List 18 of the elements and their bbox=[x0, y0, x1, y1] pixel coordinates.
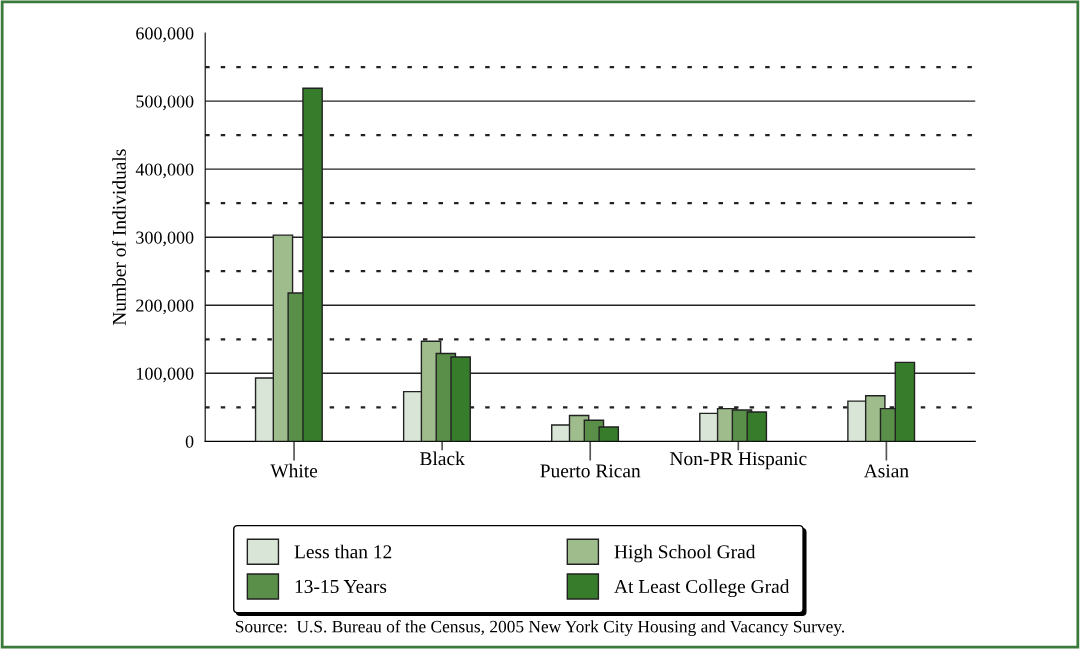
legend-label: Less than 12 bbox=[294, 544, 392, 559]
legend-label: High School Grad bbox=[614, 544, 756, 563]
legend-label: 13-15 Years bbox=[295, 579, 387, 594]
x-tick-label: White bbox=[270, 463, 318, 478]
x-tick-label: Non-PR Hispanic bbox=[670, 452, 807, 470]
y-tick-label: 0 bbox=[185, 435, 194, 448]
x-tick-label: Puerto Rican bbox=[540, 464, 641, 478]
y-tick-label: 300,000 bbox=[136, 231, 194, 247]
y-tick-label: 600,000 bbox=[136, 27, 194, 43]
y-axis-title: Number of Individuals bbox=[112, 149, 126, 326]
y-tick-label: 500,000 bbox=[136, 95, 194, 111]
y-tick-label: 200,000 bbox=[136, 299, 194, 315]
y-tick-label: 400,000 bbox=[135, 163, 194, 179]
x-tick-label: Black bbox=[420, 451, 465, 466]
x-tick-label: Asian bbox=[863, 464, 909, 478]
source-note: Source: U.S. Bureau of the Census, 2005 New York City Housing and Vacancy Survey. bbox=[235, 620, 845, 637]
legend-label: At Least College Grad bbox=[614, 579, 790, 598]
y-tick-label: 100,000 bbox=[137, 367, 194, 383]
